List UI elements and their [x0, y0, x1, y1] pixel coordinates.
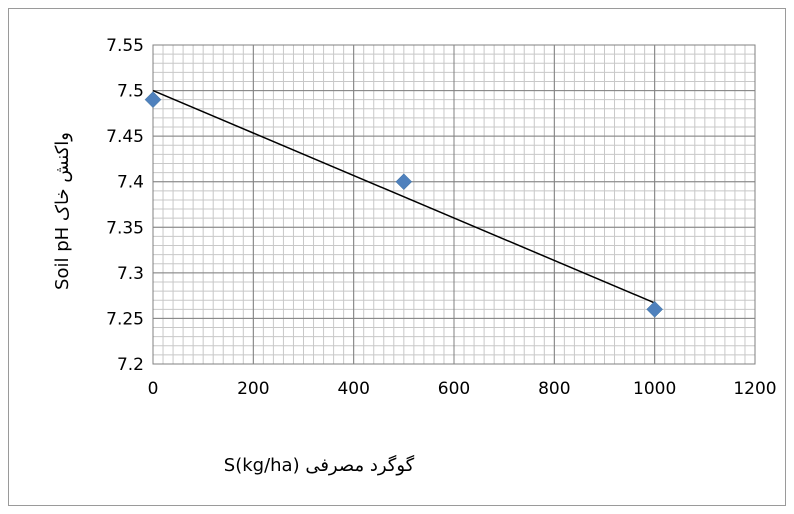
chart-frame: 0 200 400 600 800 1000 1200 7.2 7.25 7.3 7.35 7.4 7… [8, 8, 786, 506]
x-axis-title: گوگرد مصرفی (S(kg/ha [224, 454, 415, 476]
x-tick-label: 0 [148, 379, 159, 399]
x-tick-label: 200 [237, 379, 269, 399]
x-tick-label: 800 [538, 379, 570, 399]
y-tick-label: 7.5 [117, 82, 144, 102]
x-tick-label: 600 [438, 379, 470, 399]
y-tick-label: 7.4 [117, 173, 144, 193]
y-tick-label: 7.25 [106, 309, 144, 329]
plot-area-border [152, 44, 756, 365]
x-tick-label: 400 [337, 379, 369, 399]
data-point-marker [144, 91, 162, 109]
trendline [152, 89, 655, 304]
y-tick-label: 7.3 [117, 264, 144, 284]
y-tick-label: 7.45 [106, 127, 144, 147]
plot-border [152, 44, 756, 365]
y-tick-label: 7.35 [106, 218, 144, 238]
x-tick-labels: 0 200 400 600 800 1000 1200 [148, 379, 777, 399]
data-point-marker [395, 173, 413, 191]
y-tick-label: 7.55 [106, 36, 144, 56]
x-tick-label: 1200 [733, 379, 776, 399]
y-tick-label: 7.2 [117, 355, 144, 375]
scatter-chart: 0 200 400 600 800 1000 1200 7.27.257.37.357.47… [52, 36, 777, 476]
y-tick-labels: 7.2 7.25 7.3 7.35 7.4 7.45 7.5 7.55 [106, 36, 144, 375]
y-axis-title: Soil pH واکنش خاک [52, 132, 73, 290]
data-points [144, 91, 664, 318]
data-point-marker [646, 300, 664, 318]
x-tick-label: 1000 [633, 379, 676, 399]
trendline-group [152, 89, 655, 304]
